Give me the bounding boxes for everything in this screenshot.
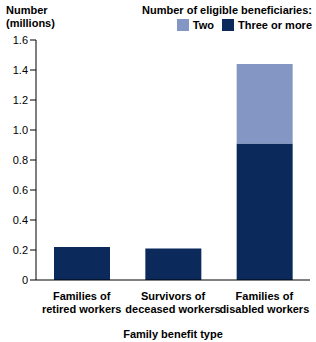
svg-text:0.4: 0.4 bbox=[13, 214, 28, 226]
html-text:Three or more: Three or more bbox=[238, 19, 312, 31]
svg-text:1.2: 1.2 bbox=[13, 94, 28, 106]
html-text:Number (millions): Number (millions) bbox=[6, 4, 55, 29]
svg-text:0.2: 0.2 bbox=[13, 244, 28, 256]
svg-text:Families of: Families of bbox=[236, 290, 294, 302]
svg-text:1.0: 1.0 bbox=[13, 124, 28, 136]
html-text:Two: Two bbox=[192, 19, 214, 31]
svg-text:deceased workers: deceased workers bbox=[125, 303, 220, 315]
svg-text:0.8: 0.8 bbox=[13, 154, 28, 166]
svg-text:disabled workers: disabled workers bbox=[219, 303, 308, 315]
svg-text:Families of: Families of bbox=[53, 290, 111, 302]
svg-text:1.6: 1.6 bbox=[13, 34, 28, 46]
svg-text:1.4: 1.4 bbox=[13, 64, 28, 76]
svg-text:Survivors of: Survivors of bbox=[141, 290, 206, 302]
html-text:Number of eligible beneficiari: Number of eligible beneficiaries: bbox=[142, 4, 312, 16]
svg-text:retired workers: retired workers bbox=[42, 303, 121, 315]
svg-text:0: 0 bbox=[22, 274, 28, 286]
svg-text:Family benefit type: Family benefit type bbox=[123, 328, 223, 340]
svg-text:0.6: 0.6 bbox=[13, 184, 28, 196]
